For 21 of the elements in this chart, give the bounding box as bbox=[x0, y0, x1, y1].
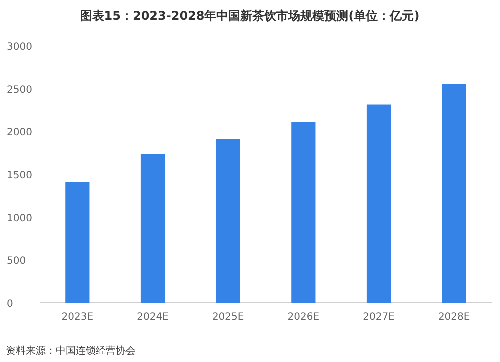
y-tick-label: 0 bbox=[7, 299, 14, 310]
y-tick-label: 2500 bbox=[7, 84, 32, 96]
y-tick-label: 500 bbox=[7, 256, 26, 268]
bar bbox=[366, 104, 392, 303]
bar bbox=[140, 154, 166, 303]
x-tick-label: 2028E bbox=[438, 312, 470, 323]
x-tick-label: 2027E bbox=[363, 312, 395, 323]
y-tick-label: 2000 bbox=[7, 128, 32, 139]
x-tick-label: 2024E bbox=[137, 312, 169, 323]
x-tick-label: 2023E bbox=[62, 312, 94, 323]
bar bbox=[66, 182, 90, 303]
bar bbox=[216, 139, 240, 303]
y-tick-label: 1000 bbox=[7, 213, 32, 224]
text: 资料来源：中国连锁经营协会 bbox=[6, 345, 136, 357]
bar bbox=[442, 84, 466, 303]
x-tick-label: 2026E bbox=[288, 312, 320, 323]
bar bbox=[292, 122, 316, 303]
y-tick-label: 3000 bbox=[7, 42, 32, 53]
x-tick-label: 2025E bbox=[212, 312, 244, 323]
chart-title: 图表15：2023-2028年中国新茶饮市场规模预测(单位：亿元) bbox=[80, 9, 420, 23]
y-tick-label: 1500 bbox=[7, 170, 32, 182]
